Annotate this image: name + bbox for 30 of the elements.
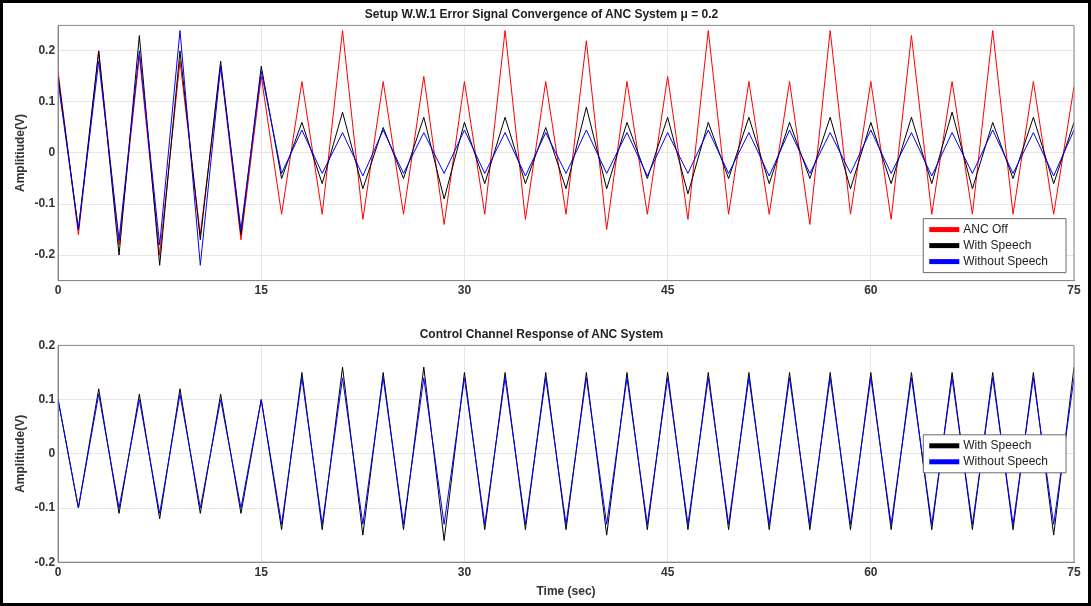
x-tick-label: 15: [254, 564, 269, 579]
x-tick-label: 75: [1067, 283, 1081, 298]
y-tick-label: 0: [48, 145, 56, 160]
chart-title: Control Channel Response of ANC System: [419, 326, 664, 341]
x-axis-title: Time (sec): [536, 584, 596, 599]
y-tick-label: 0.1: [38, 391, 56, 406]
y-axis-title: Amplitiude(V): [12, 114, 27, 192]
x-tick-label: 75: [1067, 564, 1081, 579]
legend-label: Without Speech: [963, 454, 1048, 469]
y-tick-label: -0.2: [34, 247, 56, 262]
x-tick-label: 30: [457, 564, 472, 579]
y-tick-label: -0.1: [34, 196, 56, 211]
y-tick-label: 0.2: [38, 337, 56, 352]
y-tick-label: 0: [48, 446, 56, 461]
x-tick-label: 30: [457, 283, 472, 298]
x-tick-label: 60: [864, 283, 878, 298]
legend-label: ANC Off: [963, 221, 1009, 236]
chart-title: Setup W.W.1 Error Signal Convergence of ANC System μ = 0.2: [364, 6, 719, 21]
y-tick-label: -0.2: [34, 554, 56, 569]
legend-label: With Speech: [963, 438, 1032, 453]
legend-label: With Speech: [963, 237, 1032, 252]
x-tick-label: 45: [660, 283, 675, 298]
legend-label: Without Speech: [963, 253, 1048, 268]
x-tick-label: 45: [660, 564, 675, 579]
y-tick-label: -0.1: [34, 500, 56, 515]
y-tick-label: 0.1: [38, 94, 56, 109]
x-tick-label: 15: [254, 283, 269, 298]
x-tick-label: 60: [864, 564, 878, 579]
y-tick-label: 0.2: [38, 43, 56, 58]
y-axis-title: Amplitiude(V): [12, 414, 27, 493]
